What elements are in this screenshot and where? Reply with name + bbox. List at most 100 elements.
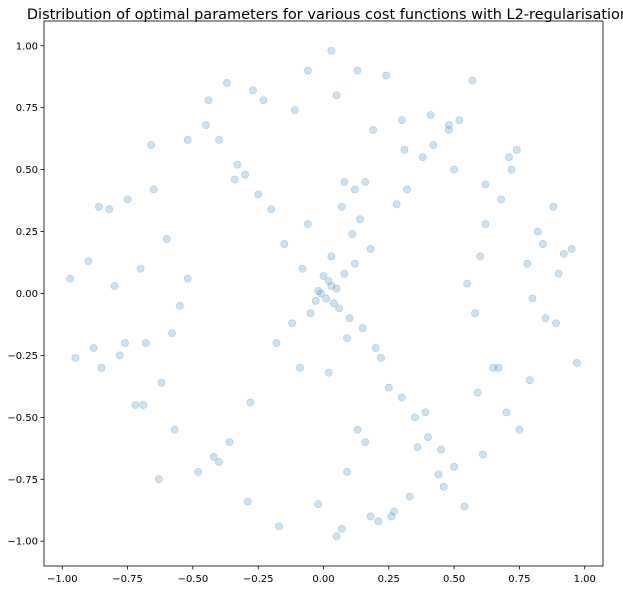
data-point bbox=[115, 351, 124, 360]
data-point bbox=[350, 185, 359, 194]
data-point bbox=[303, 220, 312, 229]
data-point bbox=[343, 467, 351, 476]
data-point bbox=[512, 145, 521, 154]
data-point bbox=[139, 401, 148, 409]
data-point bbox=[533, 227, 542, 236]
data-point bbox=[89, 344, 98, 352]
data-point bbox=[567, 245, 576, 253]
data-point bbox=[311, 297, 320, 305]
data-point bbox=[541, 314, 550, 323]
data-point bbox=[337, 202, 346, 211]
data-point bbox=[374, 517, 383, 526]
data-point bbox=[403, 185, 411, 194]
y-tick-label: 1.00 bbox=[16, 41, 38, 52]
data-point bbox=[505, 153, 513, 162]
data-point bbox=[340, 178, 349, 186]
data-point bbox=[450, 463, 459, 471]
data-point bbox=[110, 282, 119, 290]
data-point bbox=[494, 363, 503, 372]
data-point bbox=[183, 274, 192, 283]
chart-title: Distribution of optimal parameters for v… bbox=[27, 7, 623, 23]
data-point bbox=[290, 106, 299, 115]
data-point bbox=[332, 284, 341, 293]
data-point bbox=[230, 175, 239, 184]
data-point bbox=[319, 272, 328, 281]
data-point bbox=[502, 408, 511, 417]
data-point bbox=[353, 66, 362, 75]
data-point bbox=[397, 393, 406, 402]
data-point bbox=[371, 344, 380, 352]
x-tick-label: 0.75 bbox=[508, 574, 530, 585]
data-point bbox=[71, 354, 80, 362]
data-point bbox=[121, 339, 129, 347]
x-tick-label: −0.50 bbox=[178, 574, 209, 585]
data-point bbox=[350, 259, 359, 268]
data-point bbox=[105, 205, 114, 214]
data-point bbox=[280, 240, 289, 248]
data-point bbox=[397, 116, 406, 124]
data-point bbox=[358, 324, 367, 333]
data-point bbox=[324, 277, 333, 286]
data-point bbox=[366, 245, 375, 253]
data-point bbox=[437, 445, 445, 454]
data-point bbox=[123, 195, 132, 204]
data-point bbox=[170, 425, 179, 434]
x-tick-label: 0.00 bbox=[312, 574, 334, 585]
data-point bbox=[298, 264, 307, 273]
data-point bbox=[400, 145, 409, 154]
x-tick-label: −1.00 bbox=[47, 574, 78, 585]
y-tick-label: 0.25 bbox=[16, 227, 38, 238]
data-point bbox=[481, 220, 490, 229]
data-point bbox=[471, 309, 479, 318]
data-point bbox=[267, 205, 276, 214]
data-point bbox=[468, 76, 477, 85]
y-tick-label: −0.50 bbox=[7, 413, 38, 424]
data-point bbox=[463, 279, 472, 288]
data-point bbox=[450, 165, 459, 174]
data-point bbox=[215, 458, 223, 466]
data-points bbox=[66, 46, 581, 541]
data-point bbox=[337, 524, 346, 533]
data-point bbox=[552, 319, 560, 328]
data-point bbox=[418, 153, 427, 162]
y-tick-label: 0.75 bbox=[16, 103, 38, 114]
data-point bbox=[332, 532, 341, 541]
data-point bbox=[314, 287, 323, 295]
data-point bbox=[444, 126, 453, 134]
x-tick-label: −0.25 bbox=[243, 574, 274, 585]
data-point bbox=[332, 91, 341, 100]
data-point bbox=[155, 475, 163, 484]
data-point bbox=[259, 96, 268, 105]
data-point bbox=[327, 282, 336, 290]
data-point bbox=[340, 269, 349, 278]
data-point bbox=[149, 185, 158, 194]
data-point bbox=[335, 304, 344, 313]
data-point bbox=[515, 425, 524, 434]
y-tick-label: −1.00 bbox=[7, 537, 38, 548]
data-point bbox=[369, 126, 378, 134]
data-point bbox=[147, 140, 155, 149]
data-point bbox=[411, 413, 419, 422]
y-tick-label: −0.25 bbox=[7, 351, 38, 362]
data-point bbox=[343, 334, 351, 342]
data-point bbox=[246, 398, 255, 407]
data-point bbox=[478, 450, 487, 459]
data-point bbox=[157, 378, 166, 387]
data-point bbox=[460, 502, 469, 511]
x-tick-label: 0.25 bbox=[378, 574, 400, 585]
data-point bbox=[361, 178, 370, 186]
data-point bbox=[84, 257, 93, 266]
data-point bbox=[131, 401, 140, 409]
data-point bbox=[421, 408, 430, 417]
data-point bbox=[241, 170, 250, 179]
data-point bbox=[97, 363, 106, 372]
data-point bbox=[455, 116, 464, 124]
data-point bbox=[481, 180, 490, 189]
data-point bbox=[327, 46, 336, 55]
data-point bbox=[209, 453, 218, 461]
data-point bbox=[497, 195, 506, 204]
y-axis-ticks: 1.00 0.75 0.50 0.25 0.00 −0.25 −0.50 −0.75 −1.00 bbox=[7, 41, 44, 548]
data-point bbox=[324, 368, 333, 377]
data-point bbox=[66, 274, 75, 283]
